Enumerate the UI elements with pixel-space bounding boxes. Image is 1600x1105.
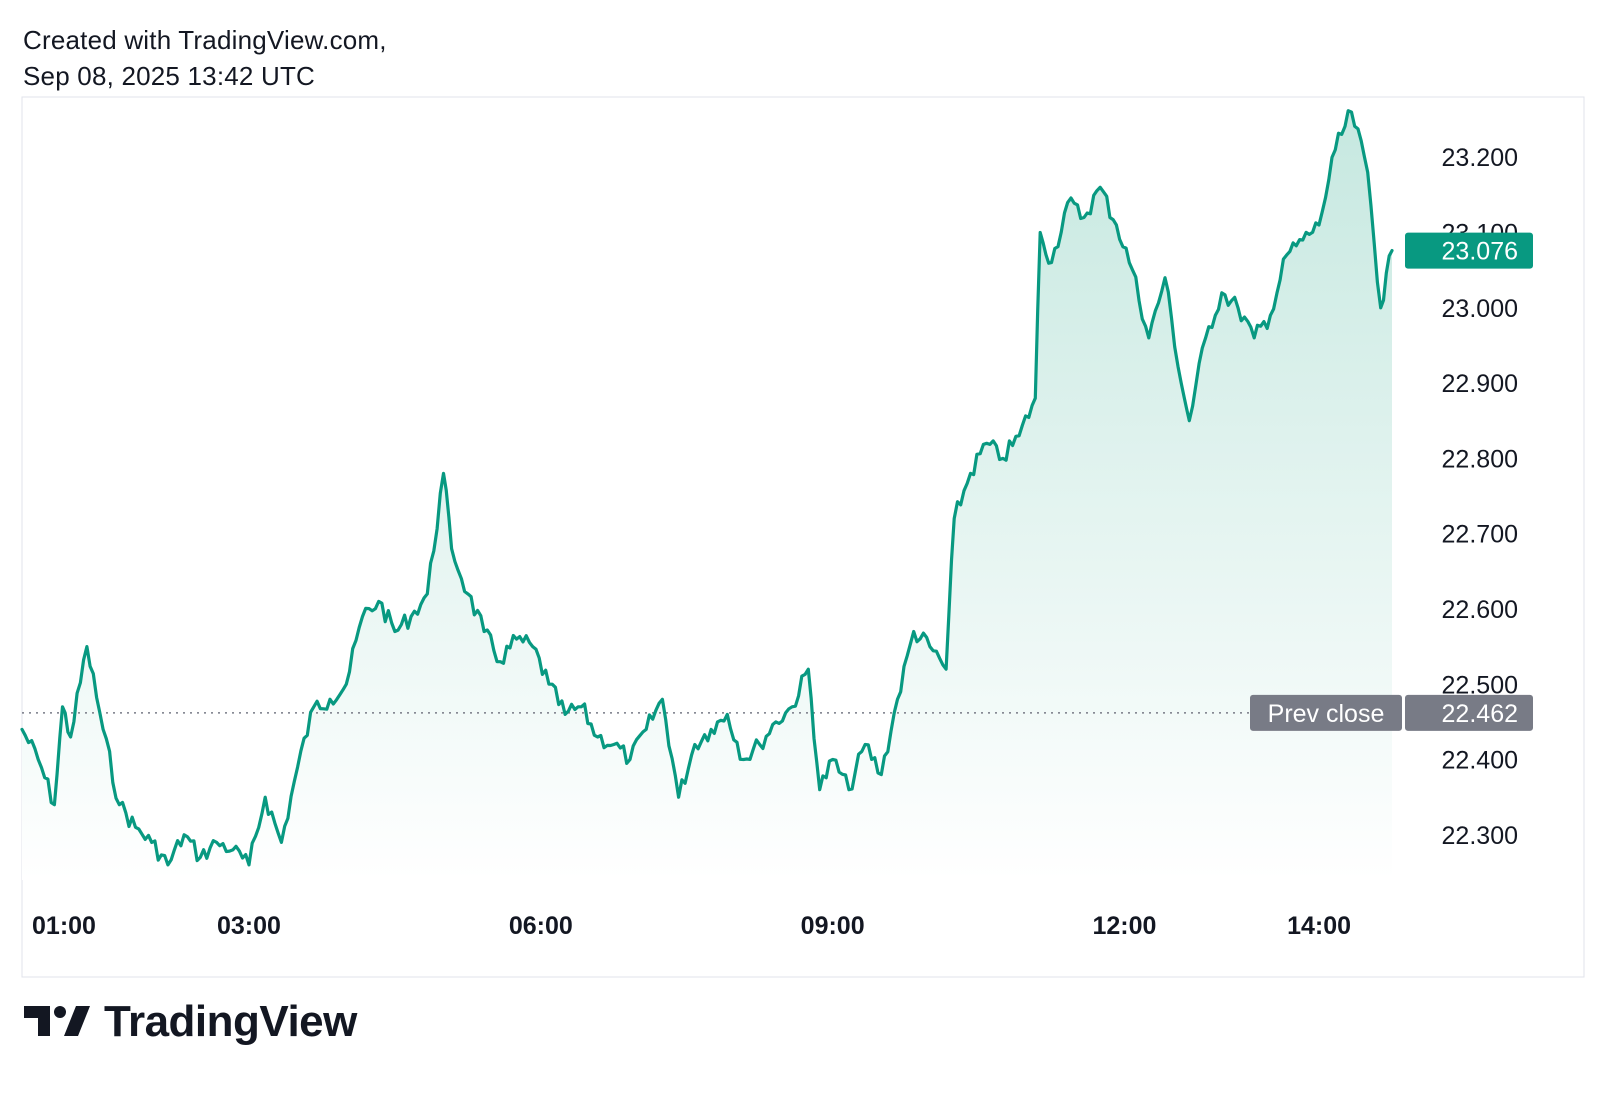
x-tick-label: 09:00: [801, 912, 865, 940]
y-tick-label: 22.300: [1442, 822, 1518, 850]
y-tick-label: 22.800: [1442, 445, 1518, 473]
x-tick-label: 03:00: [217, 912, 281, 940]
last-price-label-box: [1405, 232, 1533, 269]
x-tick-label: 01:00: [32, 912, 96, 940]
x-tick-label: 06:00: [509, 912, 573, 940]
y-axis: 22.300 22.400 22.500 22.600 22.700 22.800 22.9…: [1442, 144, 1518, 850]
snapshot-timestamp: Sep 08, 2025 13:42 UTC: [23, 61, 316, 91]
y-tick-label: 22.900: [1442, 370, 1518, 398]
prev-close-label: Prev close: [1268, 700, 1385, 728]
created-with-label: Created with TradingView.com,: [23, 25, 387, 55]
prev-close-value-box: [1405, 694, 1533, 731]
tradingview-wordmark: TradingView: [104, 997, 357, 1046]
chart-header: Created with TradingView.com, Sep 08, 20…: [23, 22, 387, 94]
tradingview-logo-icon: [24, 1002, 90, 1043]
last-price-value: 23.076: [1442, 238, 1518, 266]
y-tick-label: 23.200: [1442, 144, 1518, 172]
y-tick-label: 22.600: [1442, 596, 1518, 624]
price-area-fill: [22, 110, 1392, 880]
x-tick-label: 12:00: [1093, 912, 1157, 940]
prev-close-value: 22.462: [1442, 700, 1518, 728]
y-tick-label: 22.400: [1442, 747, 1518, 775]
price-line-series: [20, 109, 1394, 867]
tradingview-brand[interactable]: TradingView: [24, 994, 357, 1050]
y-tick-label: 22.500: [1442, 671, 1518, 699]
x-tick-label: 14:00: [1287, 912, 1351, 940]
price-chart[interactable]: 22.300 22.400 22.500 22.600 22.700 22.800 22.9…: [0, 0, 1600, 980]
chart-border: [21, 96, 1585, 978]
y-tick-label: 22.700: [1442, 521, 1518, 549]
x-axis: 01:00 03:00 06:00 09:00 12:00 14:00: [32, 912, 1351, 940]
last-price-marker: 23.076: [1405, 232, 1533, 269]
prev-close-label-box: [1250, 694, 1402, 731]
y-tick-label: 23.000: [1442, 295, 1518, 323]
prev-close-marker: Prev close 22.462: [1250, 694, 1533, 731]
